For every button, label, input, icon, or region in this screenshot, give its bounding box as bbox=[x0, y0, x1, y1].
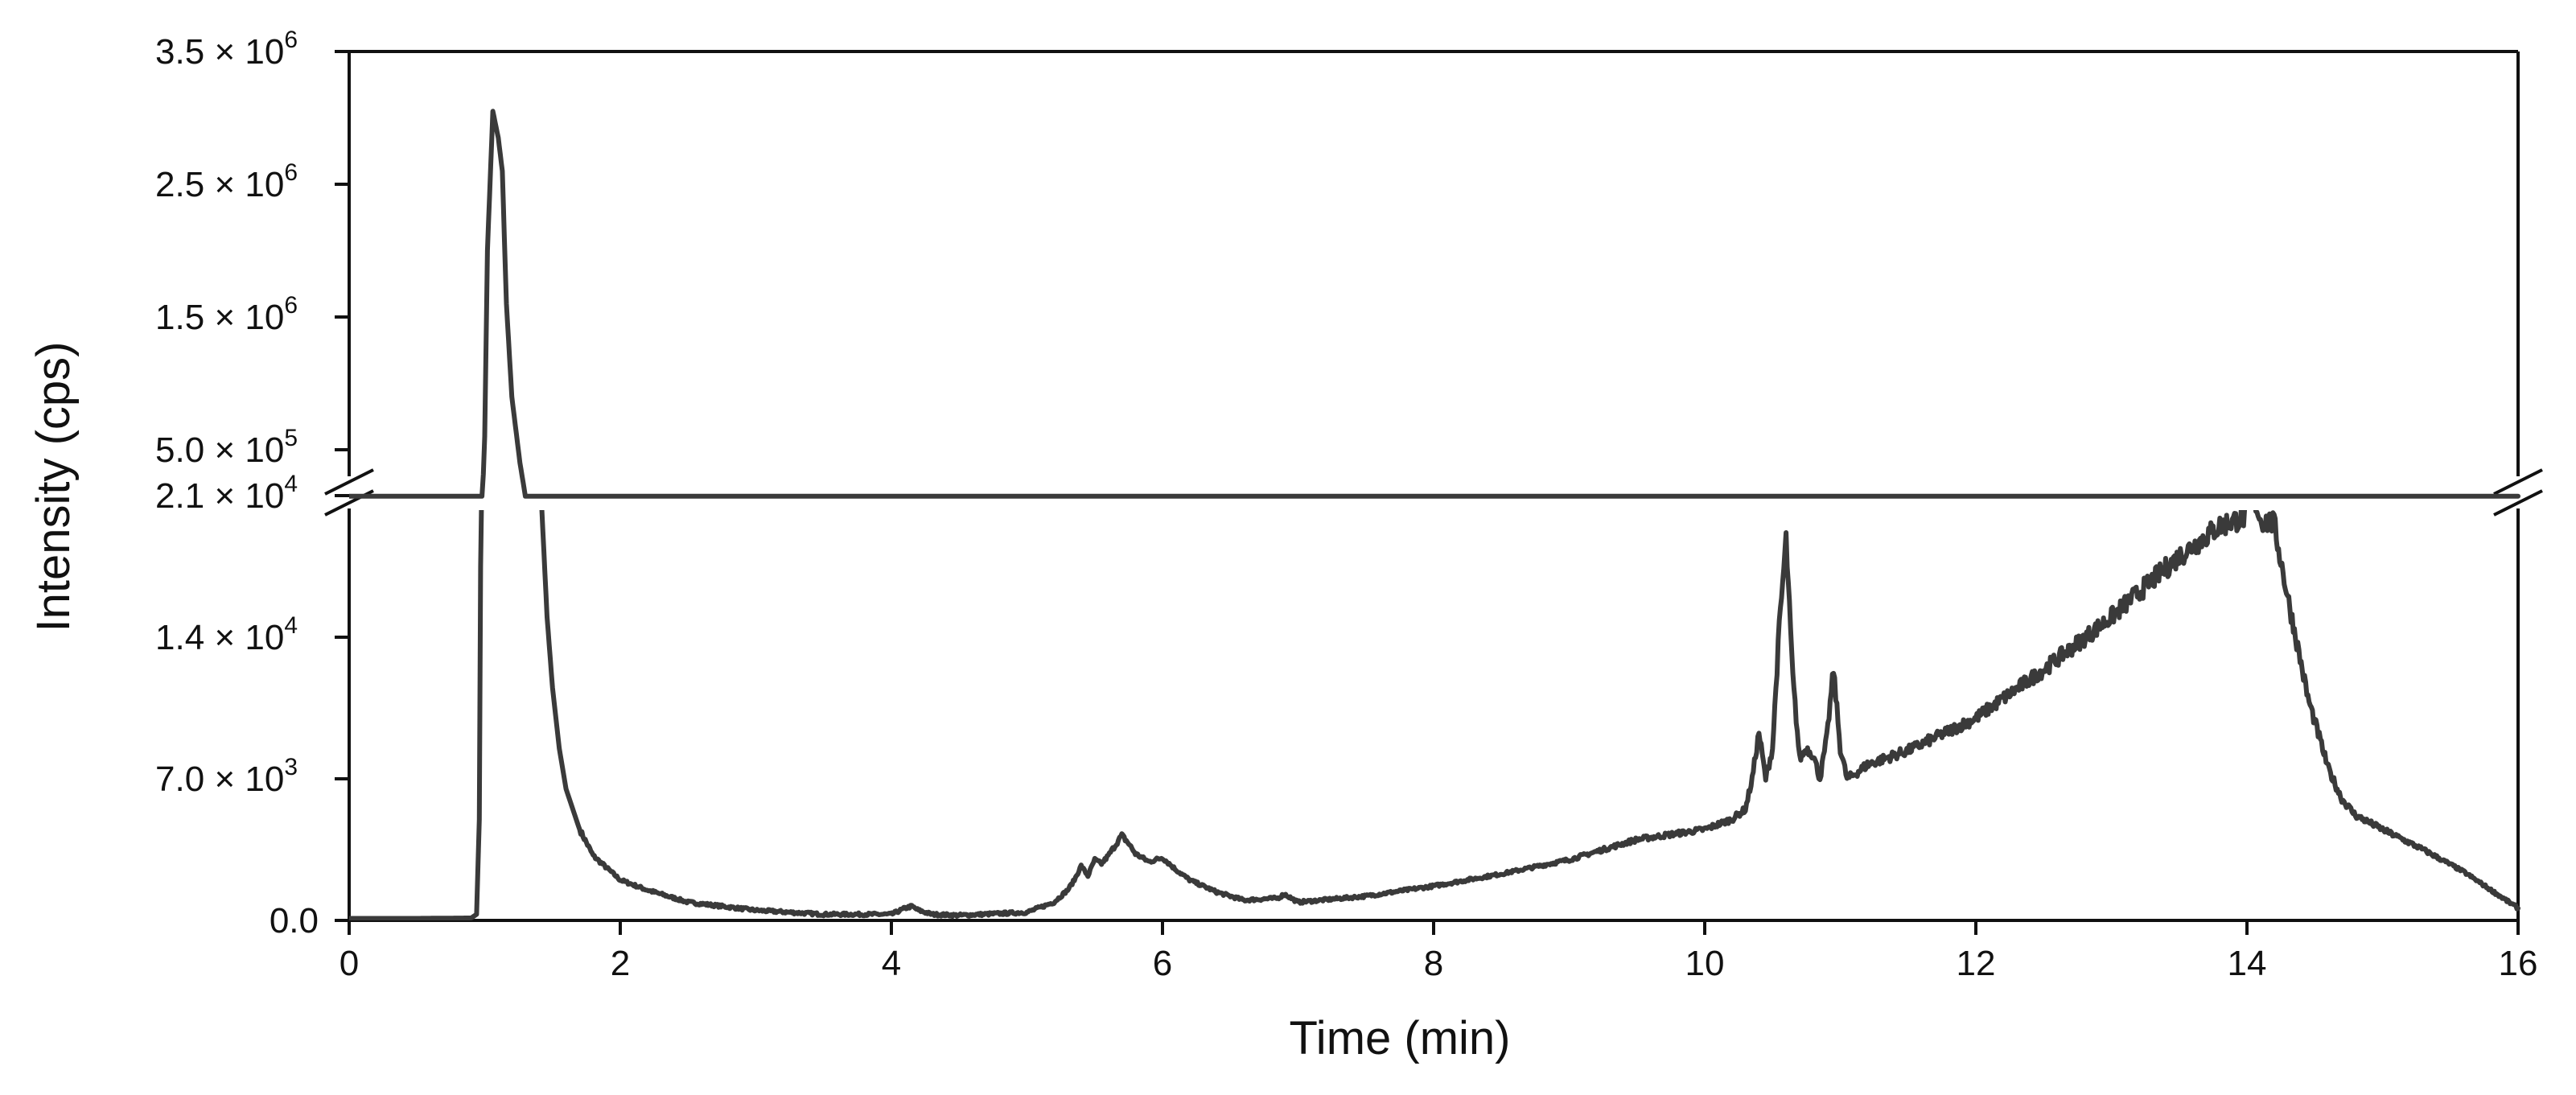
y-tick-label: 5.0 × 105 bbox=[155, 425, 298, 470]
x-tick-label: 4 bbox=[882, 944, 901, 983]
y-tick-label: 2.1 × 104 bbox=[155, 471, 298, 516]
y-tick-label: 0.0 bbox=[270, 901, 319, 941]
y-tick-label: 1.5 × 106 bbox=[155, 292, 298, 337]
x-axis-title: Time (min) bbox=[1290, 1012, 1511, 1064]
y-tick-label: 2.5 × 106 bbox=[155, 159, 298, 204]
y-tick-exponent: 6 bbox=[284, 159, 298, 186]
y-tick-exponent: 3 bbox=[284, 754, 298, 780]
y-tick-exponent: 4 bbox=[284, 612, 298, 639]
x-tick-label: 14 bbox=[2228, 944, 2267, 983]
axis-break-right-stroke-2 bbox=[2493, 489, 2543, 517]
x-tick-label: 2 bbox=[611, 944, 630, 983]
x-tick-label: 0 bbox=[339, 944, 359, 983]
chromatogram-trace-upper bbox=[349, 109, 2520, 499]
y-axis-title: Intensity (cps) bbox=[27, 342, 80, 632]
x-tick-label: 12 bbox=[1957, 944, 1996, 983]
x-tick-label: 16 bbox=[2499, 944, 2538, 983]
y-tick-label: 1.4 × 104 bbox=[155, 612, 298, 657]
axis-break-left bbox=[324, 468, 374, 517]
y-tick-exponent: 4 bbox=[284, 471, 298, 497]
chromatogram-trace-lower bbox=[349, 510, 2520, 920]
x-tick-label: 8 bbox=[1424, 944, 1443, 983]
x-tick-label: 6 bbox=[1153, 944, 1172, 983]
y-tick-label: 7.0 × 103 bbox=[155, 754, 298, 799]
x-axis-ticks: 0 2 4 6 8 10 12 14 16 bbox=[339, 920, 2538, 983]
axis-break-right-stroke-1 bbox=[2493, 468, 2543, 496]
y-tick-label: 3.5 × 106 bbox=[155, 27, 298, 72]
y-axis-upper-ticks: 5.0 × 105 1.5 × 106 2.5 × 106 3.5 × 106 bbox=[155, 27, 349, 470]
y-tick-exponent: 5 bbox=[284, 425, 298, 451]
y-tick-exponent: 6 bbox=[284, 27, 298, 53]
y-tick-exponent: 6 bbox=[284, 292, 298, 319]
axis-break-left-stroke-1 bbox=[324, 468, 374, 496]
x-tick-label: 10 bbox=[1685, 944, 1725, 983]
y-axis-lower-ticks: 0.0 7.0 × 103 1.4 × 104 2.1 × 104 bbox=[155, 471, 349, 941]
axis-break-right bbox=[2493, 468, 2543, 517]
axis-frame bbox=[348, 50, 2520, 922]
